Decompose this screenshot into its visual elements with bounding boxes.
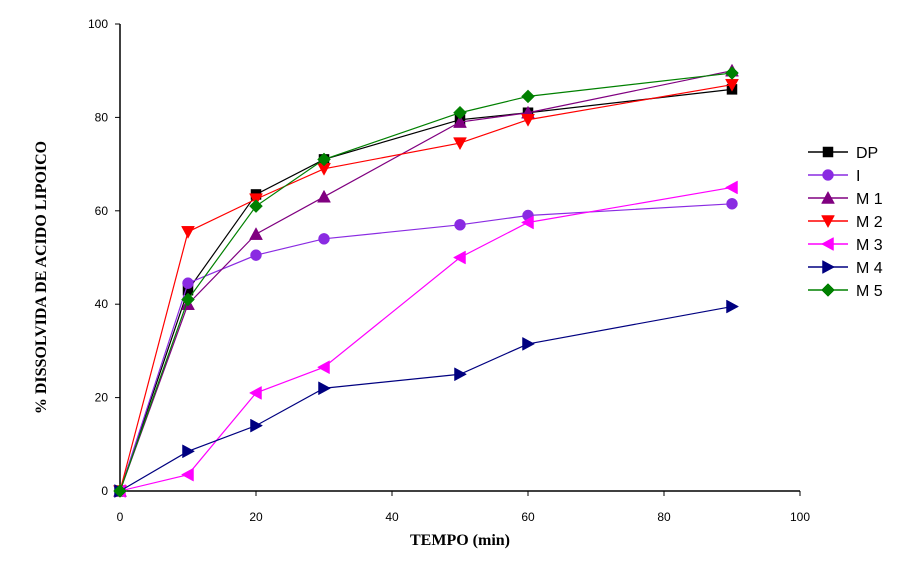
data-point bbox=[250, 418, 264, 433]
legend: DP I M 1 M 2 M 3 M 4 M 5 bbox=[808, 145, 883, 300]
y-tick-label: 20 bbox=[95, 391, 109, 405]
data-point bbox=[182, 277, 194, 289]
legend-label: DP bbox=[856, 145, 878, 162]
y-axis-title: % DISSOLVIDA DE ACIDO LIPOICO bbox=[33, 141, 50, 414]
series-line bbox=[119, 84, 733, 492]
legend-marker bbox=[822, 169, 834, 181]
x-tick-label: 60 bbox=[521, 510, 535, 524]
data-point bbox=[453, 115, 467, 128]
legend-label: M 4 bbox=[856, 260, 883, 277]
data-point bbox=[453, 137, 467, 151]
data-point bbox=[454, 367, 468, 382]
legend-label: M 3 bbox=[856, 237, 883, 254]
legend-marker bbox=[821, 215, 835, 229]
legend-entry: M 2 bbox=[808, 214, 883, 231]
series-line bbox=[119, 186, 733, 492]
data-point bbox=[249, 199, 263, 213]
series-m2 bbox=[113, 78, 739, 499]
data-point bbox=[317, 189, 331, 203]
data-point bbox=[180, 467, 194, 482]
data-point bbox=[318, 381, 332, 396]
data-point bbox=[181, 292, 195, 307]
series-dp bbox=[114, 84, 738, 497]
legend-marker bbox=[822, 146, 834, 158]
x-tick-label: 40 bbox=[385, 510, 399, 524]
data-point bbox=[726, 198, 738, 210]
legend-marker bbox=[820, 237, 834, 251]
x-tick-label: 20 bbox=[249, 510, 263, 524]
x-tick-label: 0 bbox=[117, 510, 124, 524]
legend-entry: M 1 bbox=[808, 190, 883, 208]
series-m5 bbox=[113, 66, 739, 498]
series-line bbox=[119, 203, 733, 492]
data-point bbox=[181, 226, 195, 239]
data-point bbox=[453, 105, 467, 120]
data-point bbox=[726, 299, 740, 314]
data-point bbox=[113, 484, 127, 498]
x-tick-label: 80 bbox=[657, 510, 671, 524]
legend-entry: M 4 bbox=[808, 260, 883, 277]
series-line bbox=[119, 70, 733, 492]
data-point bbox=[248, 386, 262, 400]
x-axis-title: TEMPO (min) bbox=[410, 532, 510, 549]
data-point bbox=[520, 215, 534, 230]
x-tick-label: 100 bbox=[790, 510, 810, 524]
y-tick-label: 40 bbox=[95, 297, 109, 311]
data-point bbox=[250, 249, 262, 261]
y-tick-label: 60 bbox=[95, 204, 109, 218]
y-tick-label: 80 bbox=[95, 110, 109, 124]
legend-entry: I bbox=[808, 168, 860, 185]
legend-marker bbox=[821, 283, 835, 297]
data-point bbox=[182, 444, 196, 459]
series-layer bbox=[112, 63, 740, 499]
legend-entry: M 3 bbox=[808, 237, 883, 254]
data-point bbox=[521, 113, 535, 127]
y-tick-label: 100 bbox=[88, 17, 108, 31]
legend-label: M 2 bbox=[856, 214, 883, 231]
data-point bbox=[725, 66, 739, 80]
legend-label: M 1 bbox=[856, 191, 883, 208]
legend-entry: M 5 bbox=[808, 283, 883, 300]
data-point bbox=[318, 233, 330, 245]
data-point bbox=[452, 250, 466, 265]
legend-marker bbox=[822, 260, 836, 274]
axes: 0 20 40 60 80 100 0 20 40 60 80 100 bbox=[88, 17, 810, 524]
legend-marker bbox=[821, 190, 835, 204]
data-point bbox=[316, 360, 330, 375]
data-point bbox=[724, 180, 738, 195]
series-line bbox=[119, 72, 733, 492]
data-point bbox=[522, 336, 536, 351]
data-point bbox=[521, 89, 535, 104]
legend-label: I bbox=[856, 168, 860, 185]
series-line bbox=[119, 305, 733, 492]
legend-entry: DP bbox=[808, 145, 878, 162]
data-point bbox=[454, 219, 466, 231]
data-point bbox=[317, 152, 331, 167]
legend-label: M 5 bbox=[856, 283, 883, 300]
data-point bbox=[249, 227, 263, 240]
series-m4 bbox=[114, 299, 740, 498]
series-i bbox=[114, 198, 738, 497]
y-tick-label: 0 bbox=[101, 484, 108, 498]
